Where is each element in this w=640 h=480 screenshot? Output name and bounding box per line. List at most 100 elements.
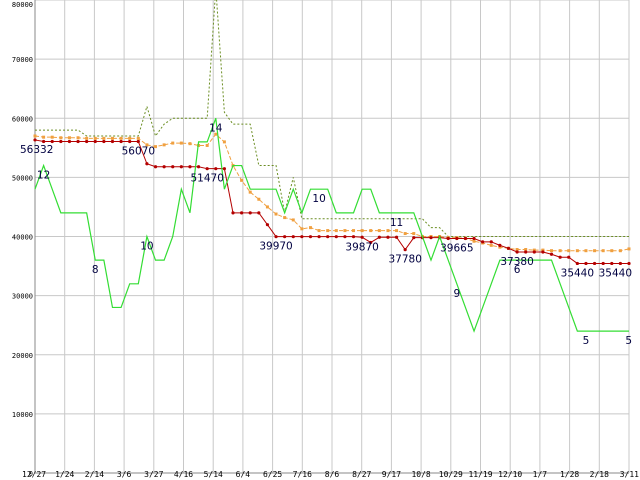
min-price-point <box>498 243 502 247</box>
x-tick-label: 1/24 <box>55 470 74 479</box>
avg-price-point <box>179 141 183 145</box>
min-price-point <box>524 250 528 254</box>
x-tick-label: 10/8 <box>411 470 430 479</box>
min-price-label: 39665 <box>440 242 473 254</box>
x-tick-label: 3/11 <box>620 470 639 479</box>
avg-price-point <box>618 249 622 253</box>
avg-price-point <box>33 134 37 138</box>
shop-count-label: 11 <box>390 217 403 229</box>
shop-count-label: 5 <box>583 335 590 347</box>
min-price-label: 35440 <box>599 267 632 279</box>
min-price-point <box>205 167 209 171</box>
x-tick-label: 1/7 <box>533 470 548 479</box>
x-tick-label: 2/14 <box>85 470 104 479</box>
min-price-point <box>377 235 381 239</box>
min-price-point <box>248 211 252 215</box>
shop-count-label: 8 <box>92 264 99 276</box>
min-price-point <box>446 236 450 241</box>
min-price-point <box>85 139 89 144</box>
min-price-point <box>412 236 416 240</box>
min-price-point <box>532 250 536 254</box>
avg-price-point <box>308 226 312 230</box>
avg-price-point <box>128 136 132 140</box>
min-price-point <box>549 252 554 256</box>
x-tick-label: 3/6 <box>117 470 132 479</box>
shop-count-label: 5 <box>625 335 632 347</box>
y-tick-label: 30000 <box>12 293 33 301</box>
avg-price-point <box>42 135 46 139</box>
min-price-point <box>171 165 175 169</box>
avg-price-point <box>76 136 80 140</box>
min-price-point <box>145 162 149 166</box>
avg-price-point <box>593 249 597 253</box>
x-tick-label: 8/27 <box>352 470 371 479</box>
min-price-point <box>472 236 476 241</box>
data-labels: 56332 56070 51470 39970 39870 37780 39665 37380… <box>20 122 632 347</box>
min-price-point <box>179 165 183 169</box>
min-price-point <box>188 165 192 169</box>
min-price-point <box>110 139 115 144</box>
min-price-point <box>162 165 166 169</box>
x-axis-ticks: 12/27 1/24 2/14 3/6 3/27 4/16 5/14 6/4 6/25 7/16 8… <box>22 470 639 479</box>
shop-count-label: 10 <box>312 193 325 205</box>
min-price-point <box>369 240 373 245</box>
x-tick-label: 6/25 <box>263 470 282 479</box>
x-tick-label: 9/17 <box>382 470 401 479</box>
avg-price-point <box>136 136 140 140</box>
x-tick-label: 8/6 <box>325 470 340 479</box>
shop-count-label: 12 <box>37 170 50 182</box>
avg-price-point <box>50 135 54 139</box>
shop-count-label: 10 <box>140 241 153 253</box>
avg-price-point <box>119 136 123 140</box>
y-tick-label: 40000 <box>12 234 33 242</box>
min-price-point <box>128 139 132 144</box>
avg-price-point <box>403 232 407 236</box>
min-price-point <box>334 235 338 239</box>
min-price-label: 39970 <box>259 241 292 253</box>
avg-price-point <box>205 143 209 147</box>
min-price-point <box>360 235 364 239</box>
avg-price-line <box>34 133 630 252</box>
min-price-point <box>567 255 571 259</box>
min-price-point <box>386 235 390 239</box>
avg-price-point <box>162 143 166 147</box>
min-price-point <box>584 261 588 266</box>
min-price-point <box>455 236 459 241</box>
avg-price-point <box>524 248 528 252</box>
x-tick-label: 10/29 <box>439 470 463 479</box>
avg-price-point <box>171 141 175 145</box>
x-tick-label: 6/4 <box>236 470 251 479</box>
shop-count-label: 9 <box>453 288 460 300</box>
x-tick-label: 3/27 <box>144 470 163 479</box>
avg-price-point <box>283 216 287 220</box>
min-price-point <box>618 261 622 266</box>
avg-price-point <box>67 136 71 140</box>
min-price-point <box>558 255 562 259</box>
avg-price-point <box>489 243 493 247</box>
min-price-point <box>429 236 433 240</box>
min-price-point <box>601 261 605 266</box>
min-price-label: 56070 <box>122 145 155 157</box>
min-price-point <box>351 235 356 239</box>
avg-price-point <box>326 229 330 233</box>
y-tick-label: 0 <box>29 470 33 478</box>
min-price-point <box>481 240 485 244</box>
min-price-point <box>463 236 468 241</box>
series-lines <box>33 0 631 333</box>
min-price-label: 51470 <box>190 173 223 185</box>
avg-price-point <box>248 190 252 194</box>
min-price-point <box>394 235 399 239</box>
min-price-point <box>59 139 63 144</box>
min-price-point <box>300 235 304 239</box>
avg-price-point <box>601 249 605 253</box>
avg-price-point <box>558 249 562 253</box>
avg-price-point <box>222 140 226 144</box>
avg-price-point <box>472 239 476 243</box>
min-price-point <box>33 138 37 142</box>
avg-price-point <box>300 227 304 231</box>
min-price-point <box>308 235 313 239</box>
min-price-point <box>575 261 579 266</box>
y-tick-label: 10000 <box>12 411 33 419</box>
avg-price-point <box>352 229 356 233</box>
